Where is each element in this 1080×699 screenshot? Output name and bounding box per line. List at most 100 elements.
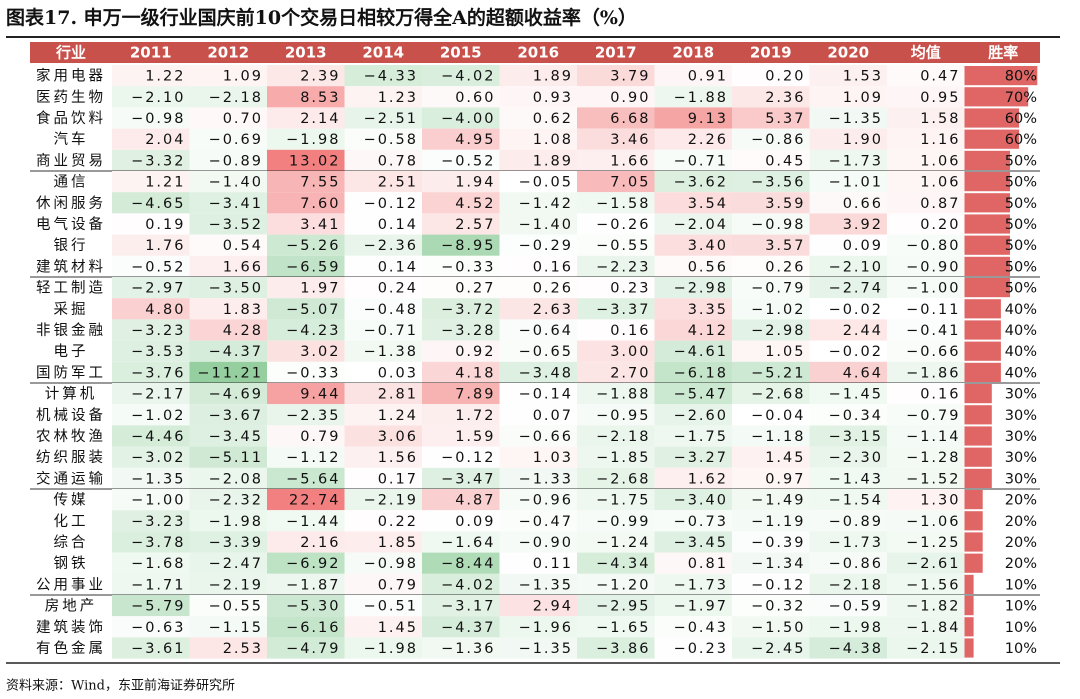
cell-value: 0.56 bbox=[688, 259, 728, 275]
cell-value: 4.87 bbox=[455, 493, 495, 509]
cell-value: −2.97 bbox=[131, 281, 185, 297]
heat-cell bbox=[654, 404, 732, 426]
win-rate: 20% bbox=[1005, 556, 1037, 572]
heat-cell bbox=[344, 298, 422, 320]
cell-value: 1.59 bbox=[455, 429, 495, 445]
heat-cell bbox=[887, 425, 965, 447]
cell-value: −2.10 bbox=[829, 259, 883, 275]
heat-cell bbox=[732, 128, 810, 150]
cell-value: 2.51 bbox=[378, 175, 418, 191]
heat-cell bbox=[112, 255, 190, 277]
heat-cell bbox=[267, 467, 345, 489]
cell-value: −3.41 bbox=[209, 196, 263, 212]
heat-cell bbox=[577, 234, 655, 256]
cell-value: −3.72 bbox=[441, 302, 495, 318]
cell-value: 0.24 bbox=[378, 281, 418, 297]
cell-value: 0.54 bbox=[223, 238, 263, 254]
heat-cell bbox=[344, 361, 422, 383]
industry-label: 电气设备 bbox=[36, 216, 106, 233]
industry-label: 综合 bbox=[54, 534, 89, 551]
cell-value: −0.29 bbox=[519, 238, 573, 254]
heat-cell bbox=[189, 213, 267, 235]
heat-cell bbox=[577, 149, 655, 171]
cell-value: −1.96 bbox=[519, 620, 573, 636]
heat-cell bbox=[189, 595, 267, 617]
industry-label: 轻工制造 bbox=[36, 280, 106, 297]
heat-cell bbox=[189, 467, 267, 489]
heat-cell bbox=[422, 149, 500, 171]
industry-label: 传媒 bbox=[54, 492, 89, 509]
heat-cell bbox=[422, 510, 500, 532]
heat-cell bbox=[112, 128, 190, 150]
heat-cell bbox=[809, 361, 887, 383]
heat-cell bbox=[499, 446, 577, 468]
win-rate: 40% bbox=[1005, 323, 1037, 339]
heat-cell bbox=[809, 531, 887, 553]
heat-cell bbox=[189, 573, 267, 595]
heat-cell bbox=[422, 277, 500, 299]
cell-value: −4.23 bbox=[286, 323, 340, 339]
industry-label: 国防军工 bbox=[36, 364, 106, 381]
cell-value: −0.90 bbox=[906, 259, 960, 275]
win-rate: 50% bbox=[1005, 217, 1037, 233]
source: 资料来源：Wind，东亚前海证券研究所 bbox=[6, 678, 235, 694]
cell-value: −1.88 bbox=[674, 90, 728, 106]
cell-value: −1.45 bbox=[829, 387, 883, 403]
cell-value: 3.92 bbox=[843, 217, 883, 233]
heat-cell bbox=[654, 192, 732, 214]
cell-value: −1.38 bbox=[364, 344, 418, 360]
cell-value: −1.19 bbox=[751, 514, 805, 530]
cell-value: −0.12 bbox=[751, 577, 805, 593]
cell-value: −3.23 bbox=[131, 323, 185, 339]
cell-value: −6.16 bbox=[286, 620, 340, 636]
heat-cell bbox=[422, 234, 500, 256]
heat-cell bbox=[112, 573, 190, 595]
heat-cell bbox=[809, 171, 887, 193]
heat-cell bbox=[732, 277, 810, 299]
win-rate: 50% bbox=[1005, 238, 1037, 254]
heat-cell bbox=[577, 277, 655, 299]
heat-cell bbox=[809, 383, 887, 405]
heat-cell bbox=[732, 467, 810, 489]
cell-value: 1.24 bbox=[378, 408, 418, 424]
cell-value: 2.16 bbox=[300, 535, 340, 551]
cell-value: 3.41 bbox=[300, 217, 340, 233]
table: 行业 2011 2012 2013 2014 2015 2016 2017 2018 2019 20… bbox=[30, 44, 1040, 659]
cell-value: −4.37 bbox=[209, 344, 263, 360]
cell-value: −1.15 bbox=[209, 620, 263, 636]
cell-value: −0.66 bbox=[906, 344, 960, 360]
heat-cell bbox=[809, 255, 887, 277]
cell-value: −1.50 bbox=[751, 620, 805, 636]
cell-value: 0.92 bbox=[455, 344, 495, 360]
heat-cell bbox=[189, 234, 267, 256]
heat-cell bbox=[654, 340, 732, 362]
cell-value: −1.43 bbox=[829, 471, 883, 487]
heat-cell bbox=[732, 510, 810, 532]
cell-value: −8.44 bbox=[441, 556, 495, 572]
win-rate-bar bbox=[964, 511, 983, 531]
cell-value: 3.00 bbox=[610, 344, 650, 360]
cell-value: 0.07 bbox=[533, 408, 573, 424]
win-rate-bar bbox=[964, 532, 983, 552]
heat-cell bbox=[809, 446, 887, 468]
heat-cell bbox=[267, 86, 345, 108]
heat-cell bbox=[654, 107, 732, 129]
cell-value: −0.73 bbox=[674, 514, 728, 530]
cell-value: 0.20 bbox=[765, 69, 805, 85]
cell-value: −2.60 bbox=[674, 408, 728, 424]
heat-cell bbox=[809, 425, 887, 447]
heat-cell bbox=[344, 552, 422, 574]
cell-value: 0.09 bbox=[455, 514, 495, 530]
cell-value: −1.75 bbox=[596, 493, 650, 509]
win-rate-bar bbox=[964, 278, 1010, 298]
win-rate: 30% bbox=[1005, 387, 1037, 403]
column-header: 2013 bbox=[285, 44, 327, 62]
heat-cell bbox=[267, 213, 345, 235]
heat-cell bbox=[809, 637, 887, 659]
win-rate-bar bbox=[964, 574, 974, 594]
cell-value: −1.14 bbox=[906, 429, 960, 445]
heat-cell bbox=[499, 234, 577, 256]
heat-cell bbox=[887, 446, 965, 468]
cell-value: −3.86 bbox=[596, 641, 650, 657]
heat-cell bbox=[887, 128, 965, 150]
